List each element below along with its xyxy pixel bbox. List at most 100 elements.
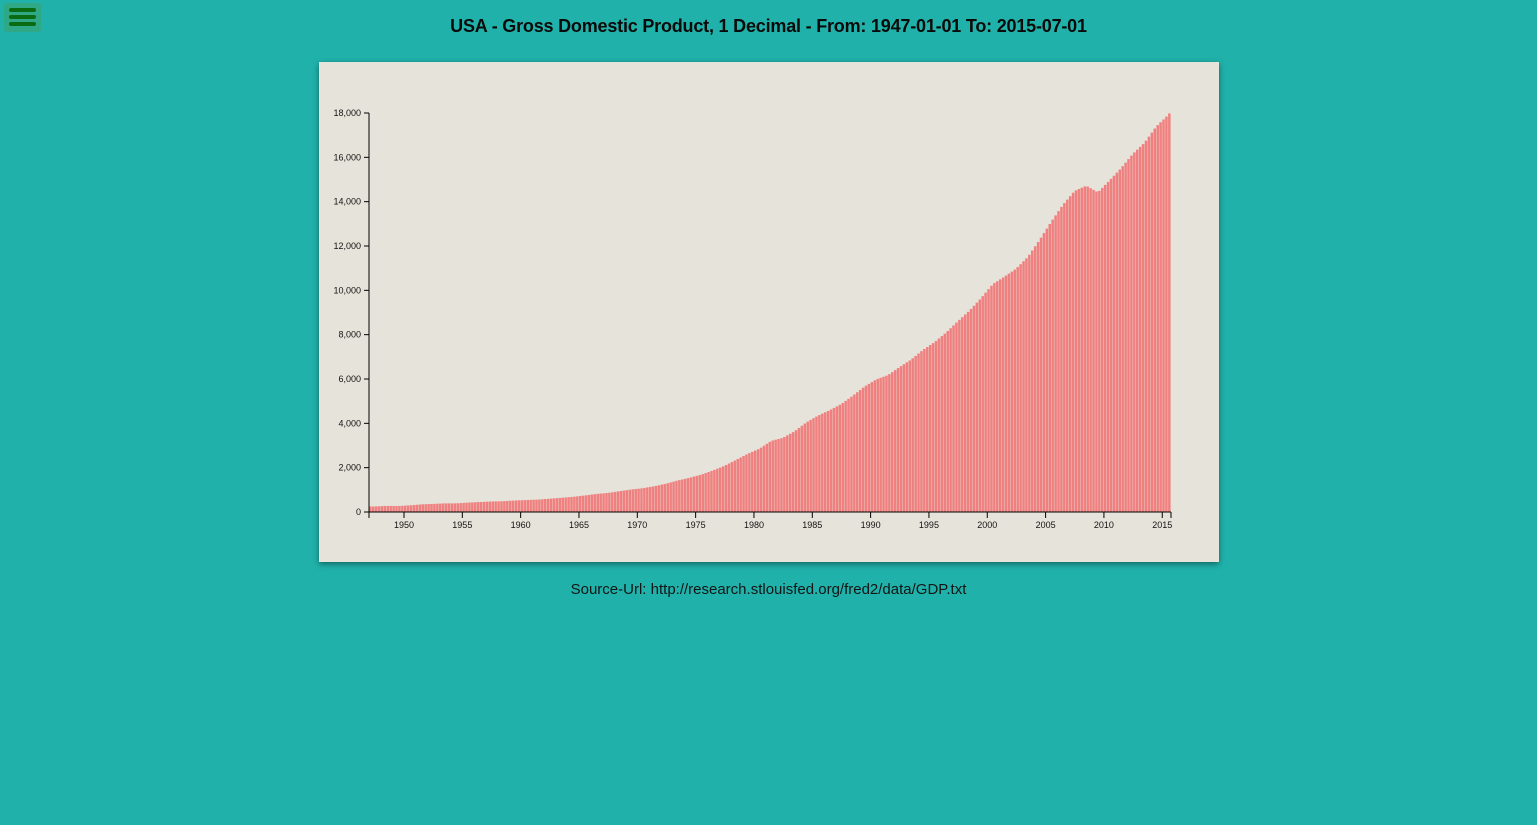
bar-q78 [596, 493, 599, 512]
menu-button[interactable] [4, 3, 41, 32]
bar-q120 [718, 467, 722, 512]
bar-q111 [692, 476, 696, 512]
x-tick-label-1960: 1960 [511, 520, 531, 530]
bar-q28 [450, 503, 454, 512]
bar-q2 [374, 506, 378, 512]
y-tick-label-4000: 4,000 [338, 418, 361, 428]
bar-q230 [1039, 237, 1043, 512]
bar-q81 [605, 493, 608, 512]
bar-q91 [634, 489, 637, 512]
bar-q264 [1138, 146, 1142, 513]
bar-q224 [1022, 261, 1025, 512]
bar-q25 [441, 503, 445, 512]
bar-q96 [648, 486, 652, 512]
bar-q100 [660, 484, 664, 512]
bar-q171 [867, 383, 871, 512]
bar-q246 [1086, 186, 1089, 512]
x-tick-label-1995: 1995 [919, 520, 939, 530]
bar-q233 [1048, 224, 1052, 512]
bar-q144 [788, 433, 792, 512]
bar-q45 [500, 501, 503, 512]
bar-q10 [398, 505, 401, 512]
bar-q62 [549, 498, 553, 512]
bar-q79 [599, 493, 602, 512]
bar-q149 [803, 423, 807, 512]
bar-q125 [733, 460, 737, 512]
bar-q200 [952, 325, 955, 512]
bar-q256 [1115, 172, 1119, 512]
bar-q44 [497, 501, 500, 512]
bar-q3 [377, 506, 381, 512]
bar-q75 [587, 494, 591, 512]
bar-q85 [616, 491, 620, 512]
bar-q137 [768, 441, 772, 512]
bar-q152 [812, 418, 815, 512]
bar-q194 [934, 340, 938, 512]
bar-q108 [683, 478, 687, 512]
bar-q259 [1124, 162, 1127, 512]
bar-q116 [707, 472, 710, 512]
bar-q119 [716, 468, 719, 512]
bar-q272 [1162, 119, 1165, 513]
bar-q195 [937, 338, 941, 512]
source-url-link[interactable]: http://research.stlouisfed.org/fred2/dat… [650, 581, 967, 598]
bar-q183 [902, 364, 906, 512]
bar-q253 [1106, 181, 1110, 512]
bar-q156 [823, 412, 827, 512]
bar-q271 [1159, 122, 1162, 512]
bar-q239 [1066, 199, 1069, 512]
bar-q40 [485, 501, 489, 512]
bar-q112 [695, 475, 699, 512]
bar-q192 [928, 345, 932, 512]
bar-q113 [698, 475, 702, 512]
bar-q38 [479, 501, 483, 512]
bar-q193 [931, 343, 935, 512]
bar-q88 [625, 490, 629, 512]
bar-q128 [742, 455, 745, 512]
bar-q33 [465, 502, 468, 512]
bar-q82 [608, 492, 611, 512]
bar-q4 [380, 506, 384, 512]
bar-q209 [978, 299, 982, 512]
bar-q150 [806, 421, 809, 512]
x-tick-label-1975: 1975 [686, 520, 706, 530]
y-tick-label-10000: 10,000 [333, 285, 361, 295]
bar-q127 [739, 457, 742, 512]
bar-q201 [955, 322, 958, 512]
bar-q109 [686, 478, 690, 512]
bar-q29 [453, 503, 457, 512]
bar-q240 [1068, 196, 1072, 512]
bar-q23 [436, 503, 439, 512]
bar-q215 [996, 281, 999, 512]
bar-q126 [736, 459, 739, 512]
bar-q179 [891, 372, 894, 512]
bar-q166 [853, 394, 856, 512]
x-tick-label-2005: 2005 [1036, 520, 1056, 530]
bar-q89 [628, 489, 632, 512]
bar-q47 [506, 500, 509, 512]
bar-q254 [1109, 178, 1113, 512]
bar-q268 [1150, 132, 1154, 512]
bar-q60 [543, 499, 547, 512]
bar-q52 [520, 500, 524, 512]
bar-q143 [786, 435, 789, 512]
bar-q202 [958, 319, 961, 512]
bar-q157 [826, 410, 830, 512]
bar-q63 [552, 498, 556, 512]
bar-q86 [619, 490, 623, 512]
bar-q245 [1083, 186, 1087, 512]
bar-q71 [576, 496, 579, 512]
bar-q68 [567, 497, 570, 512]
bar-q235 [1054, 215, 1057, 512]
bar-q123 [727, 463, 731, 512]
bar-q205 [966, 311, 970, 512]
bar-q237 [1060, 206, 1063, 512]
x-tick-label-2000: 2000 [977, 520, 997, 530]
bar-q11 [401, 505, 404, 512]
x-tick-label-2010: 2010 [1094, 520, 1114, 530]
bar-q226 [1028, 254, 1031, 513]
bar-q211 [984, 292, 987, 512]
bar-q138 [771, 440, 774, 512]
bar-q55 [529, 499, 532, 512]
bar-q243 [1077, 189, 1081, 512]
